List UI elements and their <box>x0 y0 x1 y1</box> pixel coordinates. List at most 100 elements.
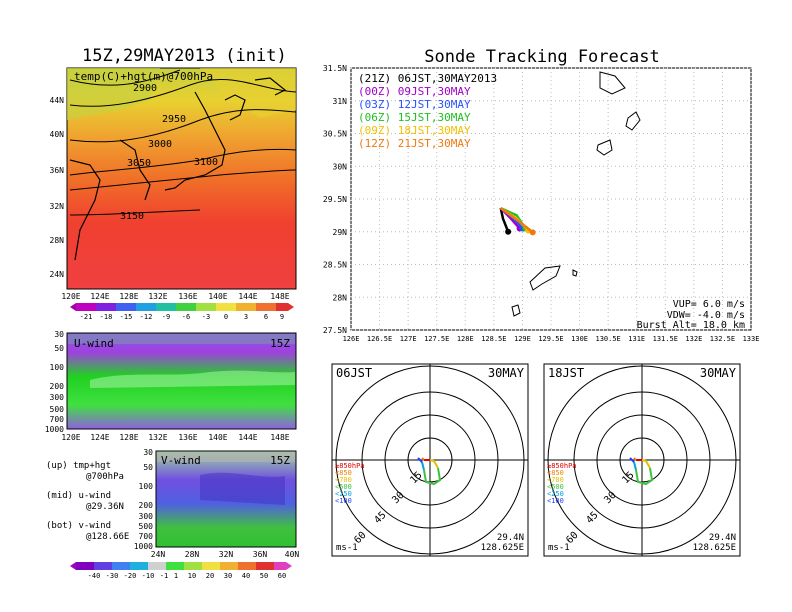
sonde-lat-ticks: 31.5N 31N 30.5N 30N 29.5N 29N 28.5N 28N 27.5N <box>323 64 347 335</box>
colorbar-tick: -12 <box>140 313 153 321</box>
pressure-tick: 100 <box>50 363 65 372</box>
contour-label: 2900 <box>133 83 157 94</box>
polar-lon: 128.625E <box>693 543 736 553</box>
lon-tick: 140E <box>208 292 227 301</box>
lon-tick: 126.5E <box>367 335 392 343</box>
lat-tick: 32N <box>50 202 65 211</box>
lon-tick: 129.5E <box>538 335 563 343</box>
v-wind-panel: V-wind 15Z <box>155 450 297 548</box>
lon-tick: 132E <box>685 335 702 343</box>
left-title: 15Z,29MAY2013 (init) <box>82 46 287 66</box>
temp-map-lat-ticks: 44N 40N 36N 32N 28N 24N <box>50 96 65 279</box>
u-wind-time: 15Z <box>270 337 290 350</box>
lat-tick: 28.5N <box>323 261 347 270</box>
hodograph-segment <box>421 457 425 461</box>
lat-tick: 40N <box>285 550 300 559</box>
colorbar-tick: 6 <box>264 313 268 321</box>
lat-tick: 36N <box>253 550 268 559</box>
lon-tick: 131.5E <box>653 335 678 343</box>
hodograph-segment <box>423 467 442 486</box>
wind-colorbar: -40 -30 -20 -10 -1 1 10 20 30 40 50 60 <box>70 562 292 580</box>
temperature-map: 2900 2950 3000 3050 3100 3150 temp(C)+hg… <box>66 67 297 290</box>
lon-tick: 128E <box>119 292 138 301</box>
lon-tick: 128E <box>119 433 138 442</box>
lon-tick: 144E <box>238 292 257 301</box>
lon-tick: 128.5E <box>481 335 506 343</box>
lat-tick: 27.5N <box>323 326 347 335</box>
lon-tick: 120E <box>61 292 80 301</box>
lat-tick: 29.5N <box>323 195 347 204</box>
track-endpoint <box>529 229 536 236</box>
contour-label: 3150 <box>120 211 144 222</box>
pressure-tick: 100 <box>139 482 154 491</box>
hodo-legend-entry: <850 <box>335 469 352 477</box>
polar-lat: 29.4N <box>709 533 736 543</box>
hodograph-segment <box>417 457 423 463</box>
lat-tick: 32N <box>219 550 234 559</box>
colorbar-tick: -20 <box>124 572 137 580</box>
hodograph-segment <box>633 457 637 461</box>
hodo-legend-entry: ≥850hPa <box>335 462 365 470</box>
legend-mid-sub: @29.36N <box>86 502 124 512</box>
colorbar-tick: 3 <box>244 313 248 321</box>
v-wind-lat-ticks: 24N 28N 32N 36N 40N <box>151 550 300 559</box>
polar-time: 06JST <box>336 366 372 380</box>
legend-entry: (09Z) 18JST,30MAY <box>358 124 471 137</box>
legend-entry: (03Z) 12JST,30MAY <box>358 98 471 111</box>
legend-bot: (bot) v-wind <box>46 521 111 531</box>
pressure-tick: 300 <box>139 512 154 521</box>
polar-unit: ms-1 <box>548 543 570 553</box>
vup-value: VUP= 6.0 m/s <box>673 299 745 310</box>
pressure-tick: 200 <box>139 501 154 510</box>
pressure-tick: 700 <box>139 532 154 541</box>
colorbar-tick: 20 <box>206 572 214 580</box>
pressure-tick: 50 <box>143 463 153 472</box>
colorbar-tick: 9 <box>280 313 284 321</box>
pressure-tick: 500 <box>139 522 154 531</box>
vdw-value: VDW= -4.0 m/s <box>667 310 745 321</box>
lon-tick: 120E <box>61 433 80 442</box>
v-wind-time: 15Z <box>270 454 290 467</box>
lon-tick: 129E <box>514 335 531 343</box>
colorbar-tick: -30 <box>106 572 119 580</box>
lon-tick: 144E <box>238 433 257 442</box>
lon-tick: 140E <box>208 433 227 442</box>
sonde-lon-ticks: 126E 126.5E 127E 127.5E 128E 128.5E 129E 129.5E… <box>343 335 760 343</box>
u-wind-label: U-wind <box>74 337 114 350</box>
hodograph-segment <box>635 467 654 486</box>
polar-lat: 29.4N <box>497 533 524 543</box>
lat-tick: 28N <box>333 293 348 302</box>
v-wind-label: V-wind <box>161 454 201 467</box>
legend-entry: (06Z) 15JST,30MAY <box>358 111 471 124</box>
colorbar-tick: -40 <box>88 572 101 580</box>
hodo-legend-entry: <250 <box>335 490 352 498</box>
contour-label: 3000 <box>148 139 172 150</box>
track-line <box>499 207 510 233</box>
hodo-legend-entry: ≥850hPa <box>547 462 577 470</box>
pressure-tick: 300 <box>50 393 65 402</box>
lon-tick: 127.5E <box>424 335 449 343</box>
track-endpoint <box>505 228 512 235</box>
hodo-legend-entry: <250 <box>547 490 564 498</box>
colorbar-tick: 0 <box>224 313 228 321</box>
lat-tick: 44N <box>50 96 65 105</box>
pressure-tick: 1000 <box>45 425 64 434</box>
pressure-tick: 1000 <box>134 542 153 551</box>
hodograph-segment <box>421 461 425 471</box>
contour-label: 3100 <box>194 157 218 168</box>
colorbar-tick: 60 <box>278 572 286 580</box>
lon-tick: 132E <box>148 292 167 301</box>
lon-tick: 128E <box>457 335 474 343</box>
sonde-params: VUP= 6.0 m/s VDW= -4.0 m/s Burst Alt= 18… <box>637 299 745 331</box>
hodo-legend-entry: <100 <box>547 497 564 505</box>
hodo-legend-entry: <500 <box>547 483 564 491</box>
colorbar-tick: -21 <box>80 313 93 321</box>
colorbar-tick: -3 <box>202 313 210 321</box>
polar-unit: ms-1 <box>336 543 358 553</box>
hodograph-segment <box>429 459 439 469</box>
contour-label: 3050 <box>127 158 151 169</box>
panel-legend: (up) tmp+hgt @700hPa (mid) u-wind @29.36… <box>46 461 129 542</box>
colorbar-tick: -6 <box>182 313 190 321</box>
colorbar-tick: -1 <box>160 572 168 580</box>
